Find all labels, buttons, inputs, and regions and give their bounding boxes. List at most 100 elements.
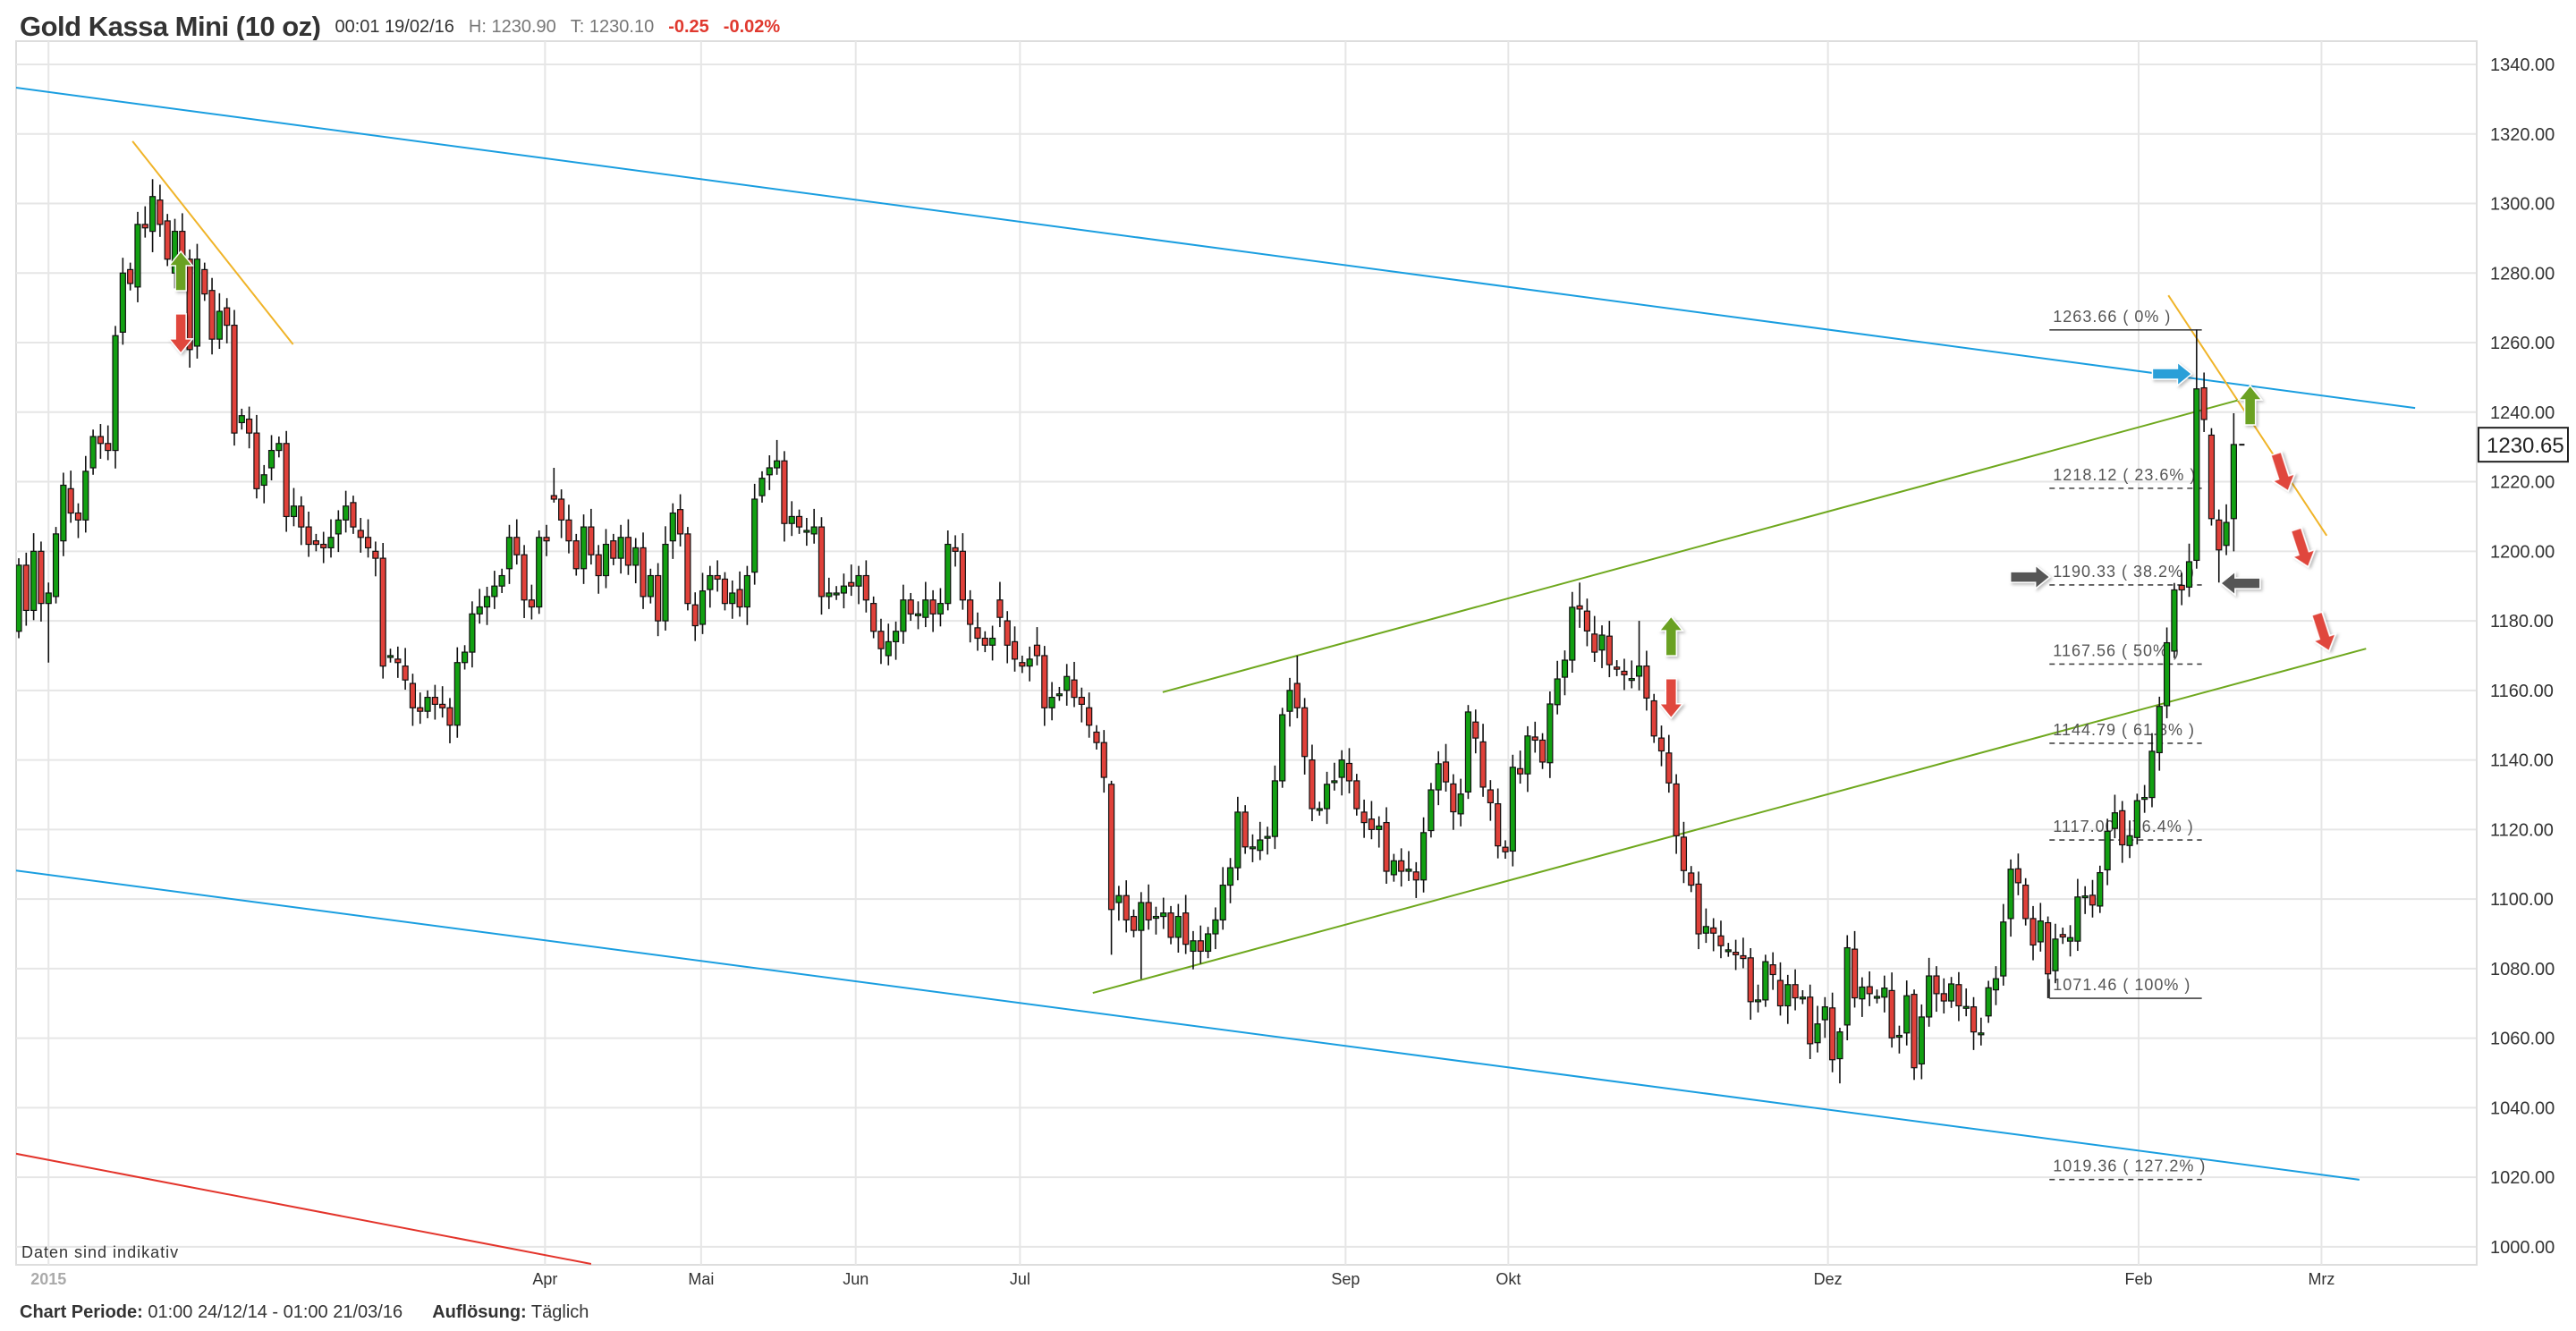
candle [491,571,498,609]
candle [357,517,364,553]
candle [1784,974,1792,1024]
chart-footer: Chart Periode: 01:00 24/12/14 - 01:00 21… [20,1302,589,1323]
candle-body [536,537,543,608]
candle [2029,905,2037,961]
candle [1509,754,1516,867]
candle-body [1702,926,1709,934]
candle [224,298,231,343]
candle-body [1368,818,1376,830]
arrow-right-icon [2009,564,2051,590]
candle [186,249,193,369]
candle-body [1583,610,1591,632]
candle [624,519,632,575]
candle-body [2022,884,2029,920]
candle-body [2200,386,2207,420]
candle [721,572,729,611]
candle [1754,984,1762,1013]
candle [676,494,684,547]
candle-body [684,533,691,605]
last-price-label: 1230.65 [2487,434,2564,458]
candle-body [1033,644,1041,657]
candle-body [1598,634,1606,651]
candle-body [1435,763,1442,791]
candle-body [350,502,357,528]
candle-body [1717,935,1724,946]
candle-body [253,432,260,489]
candle [1873,989,1881,1004]
candle [343,490,350,533]
candle [1546,691,1554,778]
candle-body [632,547,640,566]
candle [1383,807,1390,885]
candle [453,647,461,738]
candle [907,592,914,622]
candle-body [758,478,766,496]
candle [1279,708,1286,788]
candle [1464,705,1472,800]
arrow-up-icon [1657,615,1684,657]
candle [1071,661,1078,708]
candle-body [298,505,305,528]
candle-body [1799,996,1807,1000]
candle [201,262,208,301]
candle [67,471,74,523]
candle [1948,977,1955,1008]
candle-body [112,335,119,452]
candle [1762,954,1769,1007]
candle [588,508,595,565]
candle-body [1680,836,1688,871]
candle-body [945,543,952,605]
candle-body [1264,835,1271,839]
candle-body [2059,934,2066,938]
candle [52,527,60,604]
candle [1435,750,1442,806]
candle [1591,615,1598,662]
instrument-title: Gold Kassa Mini (10 oz) [20,11,321,42]
candle-body [1821,1006,1828,1021]
candle [1390,853,1397,882]
candle [1881,975,1888,1013]
candle [1807,984,1814,1059]
candle-body [952,547,959,552]
candle-body [1271,780,1278,837]
candle-body [2185,561,2193,588]
candle-body [1398,860,1405,872]
candle-body [2097,871,2104,907]
candle-body [89,436,97,469]
candle-body [1376,825,1383,830]
candle [431,684,438,720]
candle [2104,818,2111,886]
candle-body [2045,921,2052,975]
candle [1524,725,1531,793]
candle [1702,908,1709,944]
candle [669,503,676,559]
x-axis: 2015 Apr Mai Jun Jul Sep Okt Dez Feb Mrz [30,1270,2334,1288]
candle-body [1962,1005,1970,1009]
candle-body [892,631,900,643]
candle [1962,988,1970,1017]
candle-body [1293,682,1301,708]
candle [2185,543,2193,598]
candle-body [1338,759,1345,778]
candle-body [1554,678,1561,706]
candle-body [714,574,721,581]
candle-body [2126,835,2133,846]
quote-low: T: 1230.10 [570,16,655,37]
y-tick-label: 1200.00 [2490,542,2555,562]
candle [1888,972,1895,1048]
candle [1680,821,1688,884]
candle-body [2178,584,2185,591]
candle-body [45,592,52,605]
candle [699,572,707,634]
candle [164,214,171,267]
candle [758,471,766,503]
candle-body [1650,699,1657,737]
plot-area [15,40,2478,1266]
candle-body [1673,783,1680,836]
candle-body [186,259,193,351]
candle [707,565,714,608]
candle [1895,1025,1903,1054]
chart-header: Gold Kassa Mini (10 oz) 00:01 19/02/16 H… [20,7,780,47]
candle [959,533,966,610]
